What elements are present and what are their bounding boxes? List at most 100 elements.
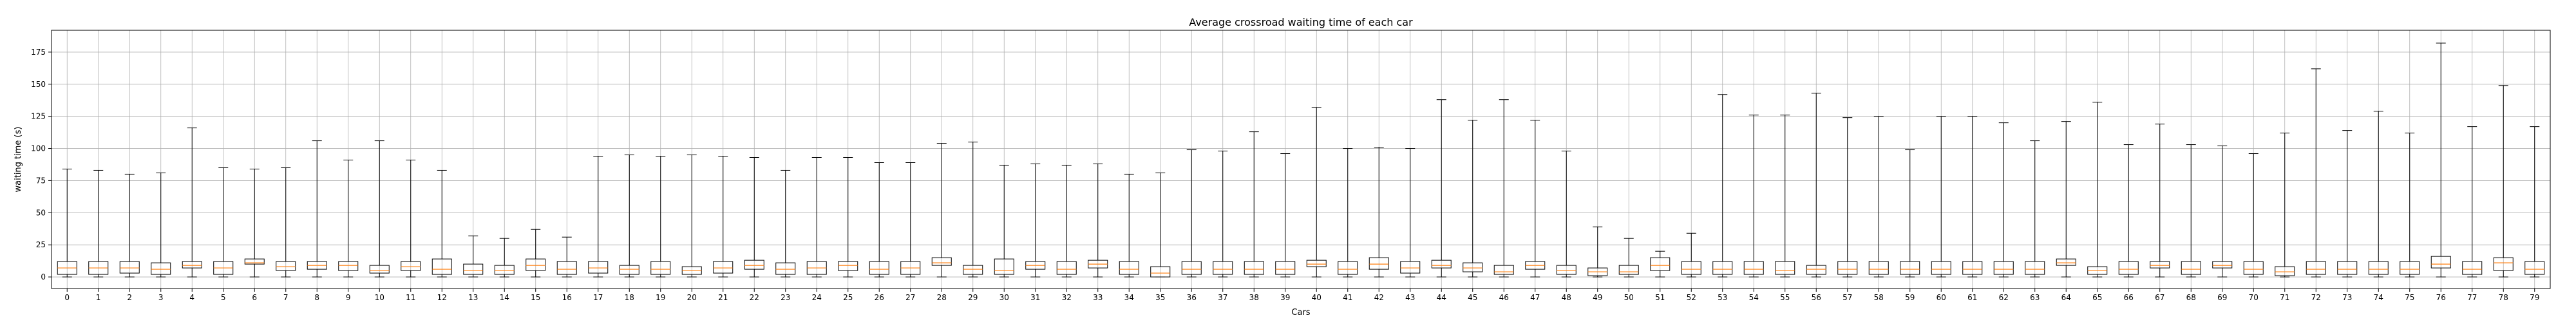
iqr-box	[2337, 261, 2358, 275]
iqr-box	[369, 265, 390, 274]
box-car-44	[1431, 99, 1452, 278]
box-car-7	[276, 167, 296, 278]
x-tick-label: 67	[2155, 293, 2164, 302]
box-car-3	[151, 172, 171, 278]
x-tick-label: 52	[1687, 293, 1696, 302]
iqr-box	[1556, 265, 1577, 275]
x-tick-label: 55	[1780, 293, 1790, 302]
box-car-26	[869, 162, 889, 278]
x-tick-label: 58	[1874, 293, 1884, 302]
x-tick-label: 33	[1093, 293, 1103, 302]
x-tick-label: 7	[283, 293, 289, 302]
iqr-box	[338, 261, 359, 271]
x-tick-label: 3	[158, 293, 164, 302]
box-car-34	[1119, 173, 1139, 278]
box-car-1	[88, 169, 109, 278]
box-car-74	[2368, 111, 2389, 278]
iqr-box	[1306, 260, 1327, 267]
box-car-27	[900, 162, 921, 278]
x-tick-label: 66	[2124, 293, 2134, 302]
y-tick-label: 75	[36, 176, 46, 185]
x-tick-label: 38	[1249, 293, 1259, 302]
iqr-box	[1431, 260, 1452, 269]
iqr-box	[401, 261, 421, 271]
box-car-15	[526, 229, 546, 278]
box-car-63	[2025, 140, 2045, 278]
iqr-box	[1931, 261, 1951, 275]
box-car-12	[431, 169, 452, 278]
x-tick-label: 54	[1749, 293, 1759, 302]
iqr-box	[1119, 261, 1139, 275]
iqr-box	[431, 258, 452, 275]
box-car-77	[2462, 126, 2483, 278]
x-tick-label: 62	[1999, 293, 2009, 302]
x-tick-label: 63	[2030, 293, 2040, 302]
x-tick-label: 29	[968, 293, 978, 302]
iqr-box	[556, 261, 577, 275]
x-tick-label: 10	[375, 293, 384, 302]
box-car-39	[1275, 153, 1296, 278]
box-car-4	[182, 128, 202, 278]
box-car-59	[1900, 149, 1920, 278]
iqr-box	[1775, 261, 1795, 275]
iqr-box	[244, 258, 265, 265]
x-tick-label: 79	[2530, 293, 2539, 302]
box-car-79	[2524, 126, 2545, 278]
iqr-box	[1181, 261, 1202, 275]
x-tick-label: 2	[127, 293, 132, 302]
y-tick-label: 150	[31, 80, 46, 89]
x-tick-label: 45	[1468, 293, 1477, 302]
iqr-box	[619, 265, 639, 275]
iqr-box	[931, 257, 952, 266]
y-tick-label: 175	[31, 48, 46, 57]
box-car-0	[57, 168, 77, 278]
iqr-box	[276, 261, 296, 271]
plot-area-frame	[51, 30, 2551, 289]
box-car-36	[1181, 149, 1202, 278]
box-car-51	[1650, 251, 1671, 278]
x-tick-label: 65	[2092, 293, 2102, 302]
x-tick-label: 28	[937, 293, 947, 302]
iqr-box	[2181, 261, 2201, 275]
iqr-box	[1213, 261, 1233, 275]
iqr-box	[2275, 266, 2295, 276]
box-car-2	[119, 173, 140, 278]
box-car-14	[494, 238, 515, 278]
box-car-5	[213, 167, 234, 278]
iqr-box	[1400, 261, 1421, 274]
iqr-box	[2150, 261, 2170, 269]
box-car-38	[1244, 131, 1264, 278]
x-tick-label: 5	[221, 293, 226, 302]
x-tick-label: 11	[406, 293, 415, 302]
box-car-37	[1213, 151, 1233, 278]
box-car-67	[2150, 124, 2170, 278]
iqr-box	[1368, 257, 1389, 270]
box-car-48	[1556, 151, 1577, 278]
box-car-22	[744, 157, 764, 278]
x-tick-label: 8	[314, 293, 319, 302]
iqr-box	[1900, 261, 1920, 275]
x-tick-label: 15	[531, 293, 540, 302]
x-tick-label: 76	[2436, 293, 2446, 302]
box-car-78	[2493, 85, 2514, 278]
x-tick-label: 71	[2280, 293, 2289, 302]
y-tick-label: 50	[36, 208, 46, 217]
iqr-box	[1868, 261, 1889, 275]
box-car-29	[963, 142, 983, 278]
x-tick-label: 64	[2061, 293, 2071, 302]
box-car-28	[931, 143, 952, 278]
box-car-65	[2087, 102, 2108, 278]
box-car-68	[2181, 144, 2201, 278]
x-tick-label: 56	[1812, 293, 1821, 302]
x-tick-label: 48	[1562, 293, 1571, 302]
box-car-42	[1368, 147, 1389, 278]
box-car-73	[2337, 130, 2358, 278]
x-tick-label: 24	[812, 293, 822, 302]
iqr-box	[1650, 257, 1671, 271]
boxes-layer	[57, 43, 2545, 278]
box-car-6	[244, 168, 265, 278]
box-car-69	[2212, 146, 2233, 278]
box-car-64	[2056, 121, 2076, 278]
